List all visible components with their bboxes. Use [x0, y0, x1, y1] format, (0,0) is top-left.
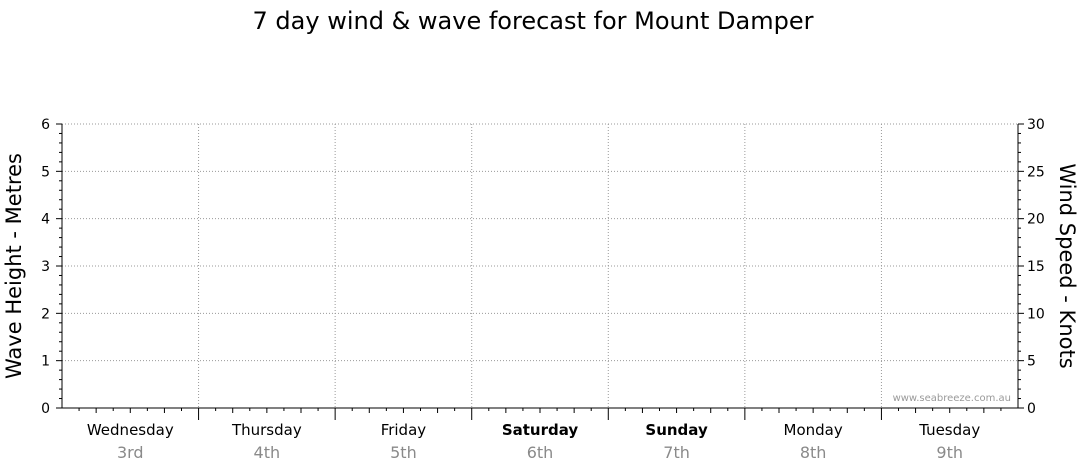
left-tick-label: 4	[41, 212, 50, 228]
day-date-label: 9th	[936, 443, 963, 462]
left-tick-label: 6	[41, 117, 50, 133]
right-tick-label: 15	[1027, 259, 1045, 275]
left-axis-ticks: 0 1 2 3 4 5 6	[41, 117, 62, 417]
day-name-label: Saturday	[502, 421, 579, 439]
right-tick-label: 20	[1027, 212, 1045, 228]
day-date-label: 3rd	[117, 443, 144, 462]
axes	[61, 124, 1019, 420]
left-tick-label: 0	[41, 401, 50, 417]
chart-title: 7 day wind & wave forecast for Mount Dam…	[253, 7, 814, 35]
grid-lines	[62, 123, 1018, 408]
day-name-label: Thursday	[231, 421, 302, 439]
right-tick-label: 0	[1027, 401, 1036, 417]
right-axis-title: Wind Speed - Knots	[1055, 163, 1079, 368]
day-name-label: Tuesday	[918, 421, 980, 439]
day-name-label: Friday	[381, 421, 427, 439]
left-tick-label: 3	[41, 259, 50, 275]
right-tick-label: 25	[1027, 164, 1045, 180]
left-tick-label: 1	[41, 354, 50, 370]
day-date-label: 4th	[254, 443, 281, 462]
day-date-label: 5th	[390, 443, 417, 462]
right-axis-ticks: 0 5 10 15 20 25 30	[1018, 117, 1045, 417]
right-tick-label: 30	[1027, 117, 1045, 133]
day-labels: Wednesday 3rd Thursday 4th Friday 5th Saturday…	[87, 421, 980, 462]
day-name-label: Sunday	[645, 421, 708, 439]
left-axis-title: Wave Height - Metres	[2, 153, 26, 379]
day-date-label: 8th	[800, 443, 827, 462]
day-name-label: Monday	[784, 421, 843, 439]
day-date-label: 7th	[663, 443, 690, 462]
right-tick-label: 10	[1027, 306, 1045, 322]
left-tick-label: 2	[41, 306, 50, 322]
right-tick-label: 5	[1027, 354, 1036, 370]
day-date-label: 6th	[527, 443, 554, 462]
left-tick-label: 5	[41, 164, 50, 180]
watermark: www.seabreeze.com.au	[893, 393, 1011, 404]
day-name-label: Wednesday	[87, 421, 174, 439]
